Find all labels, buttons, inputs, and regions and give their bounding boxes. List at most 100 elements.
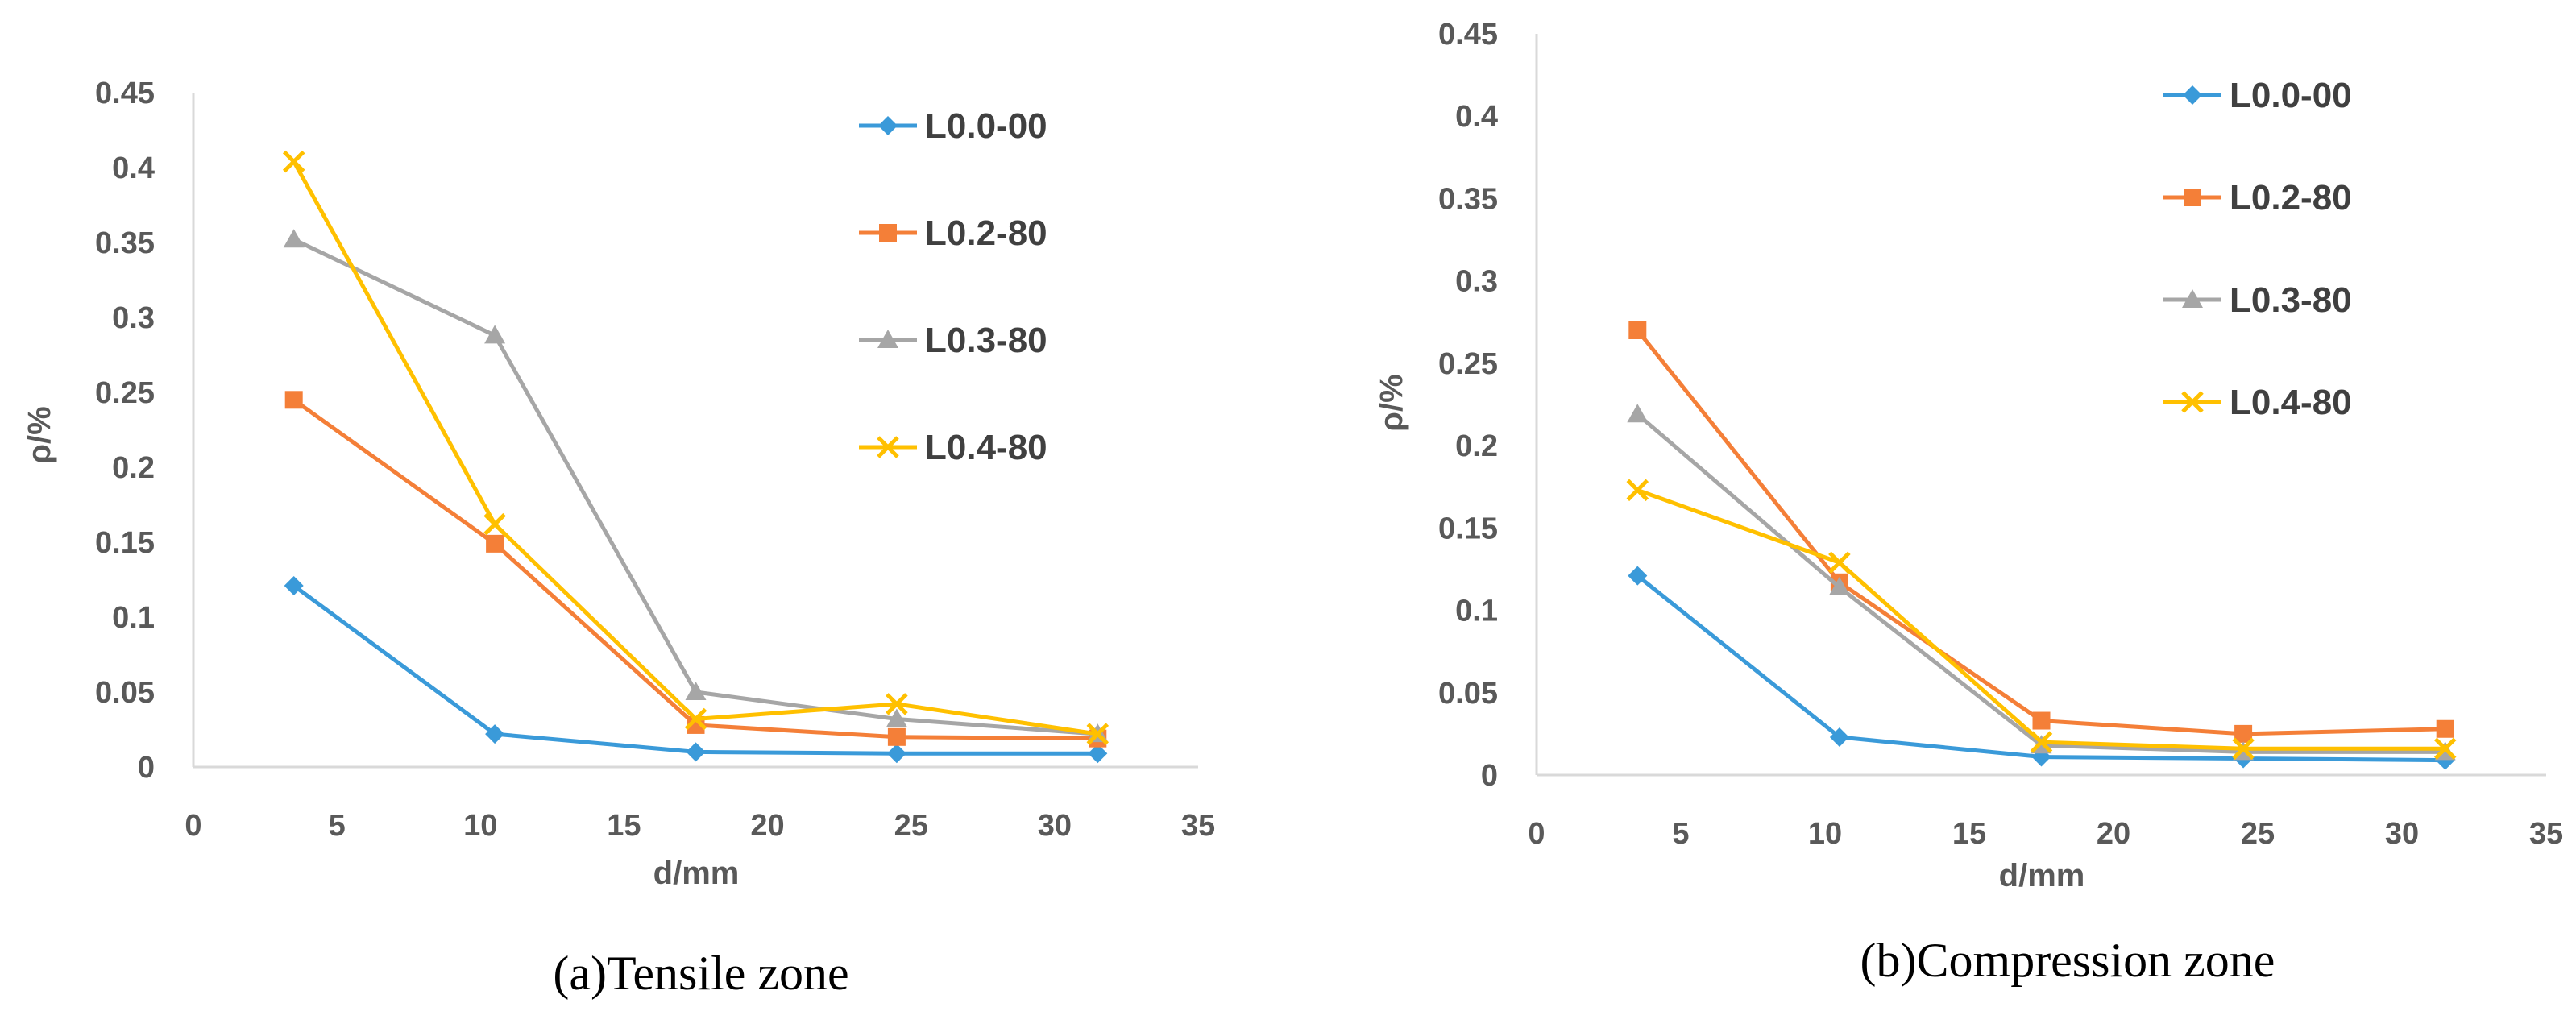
chart-caption: (a)Tensile zone [553,947,848,1000]
chart-caption: (b)Compression zone [1860,934,2275,987]
legend-item: L0.2-80 [859,213,1047,253]
data-point [887,727,906,746]
data-point [2032,711,2051,730]
data-point [1626,479,1649,502]
y-axis-label: ρ/% [1374,374,1409,431]
legend-label: L0.4-80 [925,428,1047,467]
legend-label: L0.2-80 [2230,178,2352,218]
legend-marker [878,116,898,135]
legend-label: L0.2-80 [925,213,1047,253]
legend-marker [2184,189,2201,206]
legend-item: L0.3-80 [859,321,1047,360]
x-axis-label: d/mm [1999,858,2085,893]
legend-item: L0.4-80 [2163,383,2352,422]
legend-item: L0.0-00 [2163,76,2352,115]
series-L0.4-80 [282,150,1110,745]
data-point [283,229,305,248]
x-tick-label: 10 [1808,817,1842,851]
x-tick-label: 5 [329,809,346,843]
y-tick-label: 0.45 [1438,18,1498,52]
legend-item: L0.4-80 [859,428,1047,467]
x-tick-label: 25 [2241,817,2275,851]
series-L0.3-80 [1627,404,2456,761]
x-tick-label: 10 [463,809,497,843]
chart-panel-compression: 0 5 10 15 20 25 30 35 0 0.05 0.1 0.15 0.2 0.25 0.3 0.35… [1374,18,2563,987]
data-point [2030,731,2053,753]
y-axis-label: ρ/% [22,406,57,463]
legend-marker [879,224,897,242]
legend-label: L0.0-00 [925,106,1047,146]
y-tick-label: 0.3 [112,301,155,335]
data-point [1088,744,1108,764]
x-tick-label: 0 [185,809,201,843]
data-point [483,512,506,536]
y-tick-label: 0.3 [1455,265,1498,299]
x-axis-label: d/mm [653,856,740,891]
data-point [1628,321,1647,339]
y-tick-label: 0.35 [1438,182,1498,216]
x-tick-label: 15 [1952,817,1986,851]
y-tick-label: 0.05 [95,676,155,710]
x-tick-label: 15 [607,809,641,843]
data-point [2433,737,2457,761]
x-tick-label: 35 [2529,817,2563,851]
y-tick-label: 0.25 [1438,347,1498,381]
legend-marker [2181,391,2204,413]
x-tick-label: 35 [1181,809,1215,843]
y-tick-label: 0 [1481,759,1498,793]
data-point [282,150,305,173]
data-point [886,693,908,715]
x-tick-label: 20 [750,809,784,843]
y-tick-label: 0 [138,751,155,785]
legend-label: L0.3-80 [925,321,1047,360]
series-line [1636,487,2445,751]
chart-panel-tensile: 0 5 10 15 20 25 30 35 0 0.05 0.1 0.15 0.2 0.25 0.3 0.35… [22,77,1215,1000]
data-point [685,682,707,700]
x-tick-label: 30 [1038,809,1072,843]
legend-item: L0.2-80 [2163,178,2352,218]
data-point [886,744,906,764]
x-tick-label: 30 [2385,817,2419,851]
data-point [484,325,506,344]
legend-label: L0.0-00 [2230,76,2352,115]
legend-marker [877,436,899,458]
data-point [1086,723,1110,745]
y-tick-label: 0.4 [112,151,155,185]
y-tick-label: 0.2 [1455,429,1498,463]
y-tick-label: 0.05 [1438,677,1498,711]
x-tick-label: 0 [1528,817,1545,851]
x-tick-label: 5 [1672,817,1689,851]
data-point [284,391,303,409]
y-tick-label: 0.2 [112,451,155,485]
y-tick-label: 0.35 [95,226,155,260]
series-L0.0-00 [284,575,1108,764]
data-point [486,534,504,553]
data-point [1828,576,1850,595]
legend-marker [2182,289,2203,308]
series-L0.4-80 [1626,479,2457,761]
y-tick-label: 0.1 [1455,595,1498,628]
data-point [684,707,707,731]
x-tick-label: 20 [2097,817,2130,851]
series-L0.2-80 [1628,321,2454,743]
data-point [1627,404,1649,423]
legend-item: L0.3-80 [2163,280,2352,320]
y-tick-label: 0.15 [1438,512,1498,545]
legend-label: L0.3-80 [2230,280,2352,320]
y-tick-label: 0.4 [1455,100,1498,134]
legend-item: L0.0-00 [859,106,1047,146]
data-point [1628,566,1648,586]
series-L0.3-80 [283,229,1109,743]
data-point [284,575,304,595]
data-point [2436,719,2454,738]
data-point [1829,727,1849,747]
legend-marker [2183,85,2202,105]
data-point [686,742,706,762]
y-tick-label: 0.45 [95,77,155,110]
data-point [485,724,505,744]
data-point [2232,737,2255,761]
y-tick-label: 0.25 [95,376,155,410]
y-tick-label: 0.1 [112,601,155,635]
data-point [886,708,907,727]
